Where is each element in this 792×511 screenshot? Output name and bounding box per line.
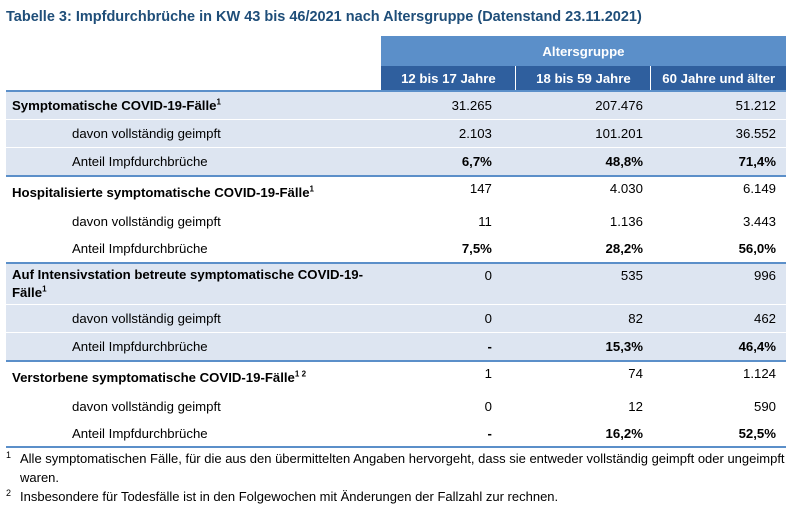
table-row: Anteil Impfdurchbrüche 6,7% 48,8% 71,4%: [6, 147, 786, 176]
row-label: Hospitalisierte symptomatische COVID-19-…: [6, 175, 381, 208]
cell-value: 46,4%: [650, 332, 786, 361]
table-row: davon vollständig geimpft 2.103 101.201 …: [6, 119, 786, 148]
cell-value: 6,7%: [380, 147, 516, 176]
section-symptomatic: Symptomatische COVID-19-Fälle1 31.265 20…: [6, 90, 786, 176]
cell-value: 56,0%: [650, 235, 786, 263]
table-row: Symptomatische COVID-19-Fälle1 31.265 20…: [6, 90, 786, 120]
table-row: davon vollständig geimpft 0 82 462: [6, 304, 786, 333]
cell-value: 207.476: [515, 90, 651, 120]
cell-value: -: [380, 420, 516, 447]
cell-value: 1.136: [515, 208, 651, 235]
row-label: Anteil Impfdurchbrüche: [6, 147, 381, 176]
row-label: davon vollständig geimpft: [6, 208, 381, 235]
table-row: Anteil Impfdurchbrüche - 16,2% 52,5%: [6, 420, 786, 447]
footnote-ref: 1 2: [294, 369, 307, 379]
column-header-12-17: 12 bis 17 Jahre: [380, 66, 516, 91]
footnote-mark: 1: [6, 450, 12, 460]
cell-value: 16,2%: [515, 420, 651, 447]
cell-value: 15,3%: [515, 332, 651, 361]
table-row: Verstorbene symptomatische COVID-19-Fäll…: [6, 360, 786, 393]
row-label: Anteil Impfdurchbrüche: [6, 420, 381, 447]
footnote-text: Alle symptomatischen Fälle, für die aus …: [20, 451, 785, 485]
footnote-ref: 1: [216, 97, 221, 107]
cell-value: 82: [515, 304, 651, 333]
table-row: Auf Intensivstation betreute symptomatis…: [6, 262, 786, 305]
section-icu: Auf Intensivstation betreute symptomatis…: [6, 262, 786, 361]
table-bottom-rule: [6, 446, 786, 448]
column-header-18-59: 18 bis 59 Jahre: [515, 66, 651, 91]
row-label: Anteil Impfdurchbrüche: [6, 332, 381, 361]
row-label: davon vollständig geimpft: [6, 119, 381, 148]
cell-value: 28,2%: [515, 235, 651, 263]
footnote-1: 1 Alle symptomatischen Fälle, für die au…: [6, 449, 786, 487]
table-row: davon vollständig geimpft 11 1.136 3.443: [6, 208, 786, 235]
header-blank: [6, 36, 381, 66]
cell-value: 36.552: [650, 119, 786, 148]
row-label: Auf Intensivstation betreute symptomatis…: [6, 262, 381, 305]
row-label: Anteil Impfdurchbrüche: [6, 235, 381, 263]
cell-value: 101.201: [515, 119, 651, 148]
cell-value: 1: [380, 360, 516, 393]
cell-value: 0: [380, 304, 516, 333]
cell-value: 12: [515, 393, 651, 420]
footnote-2: 2 Insbesondere für Todesfälle ist in den…: [6, 487, 786, 506]
cell-value: 0: [380, 262, 516, 305]
cell-value: 71,4%: [650, 147, 786, 176]
section-hospitalized: Hospitalisierte symptomatische COVID-19-…: [6, 175, 786, 263]
cell-value: 6.149: [650, 175, 786, 208]
footnote-ref: 1: [309, 184, 314, 194]
cell-value: 996: [650, 262, 786, 305]
footnote-text: Insbesondere für Todesfälle ist in den F…: [20, 489, 559, 504]
group-header: Altersgruppe: [380, 36, 786, 66]
cell-value: 7,5%: [380, 235, 516, 263]
cell-value: 0: [380, 393, 516, 420]
cell-value: 4.030: [515, 175, 651, 208]
column-header-60-plus: 60 Jahre und älter: [650, 66, 786, 91]
vaccination-breakthrough-table: Altersgruppe 12 bis 17 Jahre 18 bis 59 J…: [6, 36, 786, 447]
footnotes: 1 Alle symptomatischen Fälle, für die au…: [6, 449, 786, 506]
table-row: davon vollständig geimpft 0 12 590: [6, 393, 786, 420]
cell-value: 48,8%: [515, 147, 651, 176]
row-label: davon vollständig geimpft: [6, 304, 381, 333]
header-blank: [6, 66, 381, 91]
cell-value: 1.124: [650, 360, 786, 393]
cell-value: -: [380, 332, 516, 361]
cell-value: 11: [380, 208, 516, 235]
table-row: Anteil Impfdurchbrüche 7,5% 28,2% 56,0%: [6, 235, 786, 263]
footnote-ref: 1: [42, 284, 47, 294]
table-title: Tabelle 3: Impfdurchbrüche in KW 43 bis …: [6, 9, 642, 25]
table-row: Anteil Impfdurchbrüche - 15,3% 46,4%: [6, 332, 786, 361]
row-label: davon vollständig geimpft: [6, 393, 381, 420]
section-deceased: Verstorbene symptomatische COVID-19-Fäll…: [6, 360, 786, 447]
cell-value: 52,5%: [650, 420, 786, 447]
cell-value: 147: [380, 175, 516, 208]
cell-value: 2.103: [380, 119, 516, 148]
cell-value: 74: [515, 360, 651, 393]
cell-value: 31.265: [380, 90, 516, 120]
cell-value: 51.212: [650, 90, 786, 120]
cell-value: 535: [515, 262, 651, 305]
footnote-mark: 2: [6, 488, 12, 498]
cell-value: 3.443: [650, 208, 786, 235]
table-row: Hospitalisierte symptomatische COVID-19-…: [6, 175, 786, 208]
row-label: Verstorbene symptomatische COVID-19-Fäll…: [6, 360, 381, 393]
cell-value: 590: [650, 393, 786, 420]
row-label: Symptomatische COVID-19-Fälle1: [6, 90, 381, 120]
cell-value: 462: [650, 304, 786, 333]
